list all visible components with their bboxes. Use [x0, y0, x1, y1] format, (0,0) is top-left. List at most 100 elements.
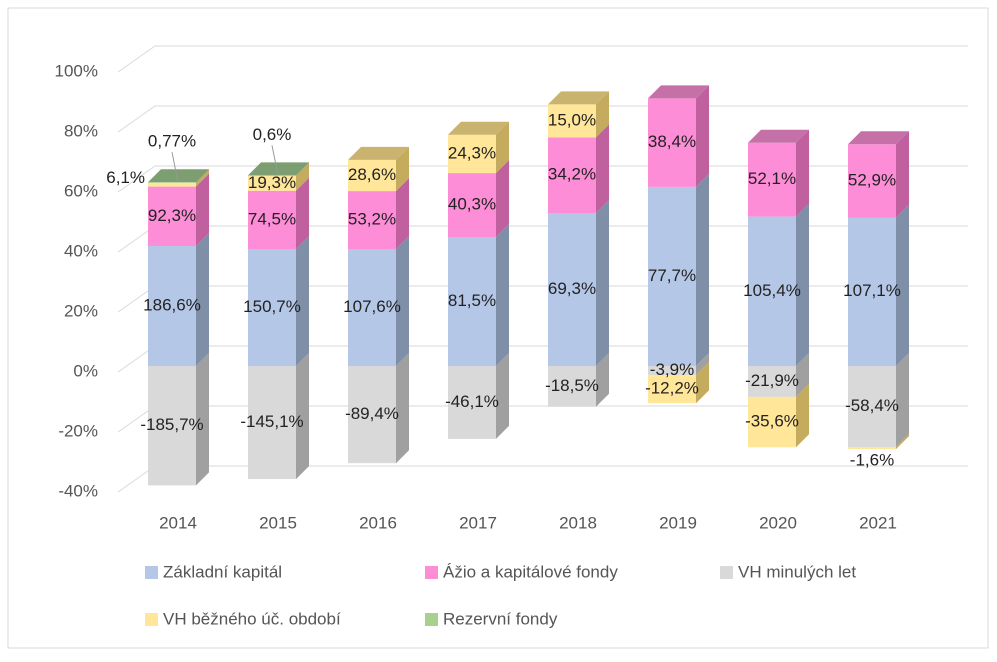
legend-swatch	[720, 566, 733, 579]
bar-side	[596, 91, 609, 138]
bar	[448, 366, 496, 439]
data-label: 0,77%	[148, 132, 196, 151]
bar	[148, 246, 196, 366]
data-label: 19,3%	[248, 173, 296, 192]
bar-side	[196, 169, 209, 187]
bar	[848, 217, 896, 366]
data-label: -21,9%	[745, 371, 799, 390]
data-label: 24,3%	[448, 143, 496, 162]
y-tick-label: -40%	[58, 481, 98, 500]
y-tick-label: 20%	[64, 301, 98, 320]
bar	[748, 366, 796, 397]
bar-top	[548, 91, 609, 105]
leader-line	[271, 145, 279, 176]
data-label: -89,4%	[345, 404, 399, 423]
bar	[848, 447, 896, 450]
bar-side	[396, 178, 409, 249]
data-label: 52,1%	[748, 169, 796, 188]
bar-side	[596, 124, 609, 213]
bar-side	[596, 353, 609, 407]
bar	[248, 249, 296, 366]
x-tick-label: 2021	[859, 513, 897, 532]
bar	[548, 213, 596, 366]
data-label: 105,4%	[743, 281, 801, 300]
y-tick-label: 0%	[73, 361, 98, 380]
bar	[648, 98, 696, 187]
data-label: 28,6%	[348, 165, 396, 184]
data-label: -58,4%	[845, 396, 899, 415]
data-label: -12,2%	[645, 379, 699, 398]
y-tick-label: -20%	[58, 421, 98, 440]
bar-top	[448, 121, 509, 135]
bar	[748, 216, 796, 366]
bar	[448, 134, 496, 174]
bar	[548, 104, 596, 138]
bar	[348, 159, 396, 192]
bar	[848, 366, 896, 447]
legend-swatch	[145, 566, 158, 579]
data-label: 69,3%	[548, 279, 596, 298]
bar-side	[396, 146, 409, 192]
data-label: 107,1%	[843, 281, 901, 300]
bar	[448, 237, 496, 366]
bar-side	[296, 162, 309, 176]
bar	[748, 142, 796, 217]
bar	[648, 375, 696, 404]
x-tick-label: 2016	[359, 513, 397, 532]
bar-side	[296, 236, 309, 366]
bar	[248, 190, 296, 249]
bar-side	[696, 353, 709, 375]
bar	[248, 366, 296, 480]
bar-side	[396, 236, 409, 366]
data-label: 15,0%	[548, 110, 596, 129]
bar	[148, 182, 196, 183]
data-label: 81,5%	[448, 291, 496, 310]
bar	[748, 396, 796, 448]
data-label: -46,1%	[445, 392, 499, 411]
data-label: -18,5%	[545, 376, 599, 395]
data-label: 74,5%	[248, 209, 296, 228]
data-label: 0,6%	[253, 125, 292, 144]
bar	[648, 186, 696, 366]
bar	[548, 137, 596, 213]
x-tick-label: 2018	[559, 513, 597, 532]
bar-side	[496, 353, 509, 439]
bar-side	[796, 383, 809, 448]
bar-side	[896, 204, 909, 366]
data-label: -145,1%	[240, 412, 303, 431]
data-label: 92,3%	[148, 206, 196, 225]
legend-label: Rezervní fondy	[443, 609, 558, 628]
legend-swatch	[145, 613, 158, 626]
legend-label: Ážio a kapitálové fondy	[443, 562, 618, 581]
data-label: 38,4%	[648, 132, 696, 151]
bar	[148, 182, 196, 187]
bar-side	[196, 173, 209, 246]
bar	[148, 366, 196, 486]
y-tick-label: 100%	[55, 61, 98, 80]
data-label: -185,7%	[140, 415, 203, 434]
legend-label: VH minulých let	[738, 562, 856, 581]
x-tick-label: 2017	[459, 513, 497, 532]
bar-side	[796, 129, 809, 217]
legend-swatch	[425, 613, 438, 626]
bar-side	[196, 169, 209, 183]
bar-side	[796, 203, 809, 366]
bar-side	[896, 434, 909, 450]
bar-side	[696, 173, 709, 366]
data-label: 186,6%	[143, 295, 201, 314]
data-label: -3,9%	[650, 360, 694, 379]
legend-label: Základní kapitál	[163, 562, 282, 581]
bar	[348, 191, 396, 249]
bar-side	[296, 177, 309, 249]
bar-side	[696, 85, 709, 187]
x-tick-label: 2014	[159, 513, 197, 532]
x-tick-label: 2020	[759, 513, 797, 532]
data-label: 40,3%	[448, 195, 496, 214]
data-label: -1,6%	[850, 451, 894, 470]
bar-top	[848, 131, 909, 145]
legend-swatch	[425, 566, 438, 579]
bar-side	[396, 353, 409, 464]
data-label: 107,6%	[343, 297, 401, 316]
bar-side	[496, 224, 509, 366]
bar	[248, 175, 296, 176]
